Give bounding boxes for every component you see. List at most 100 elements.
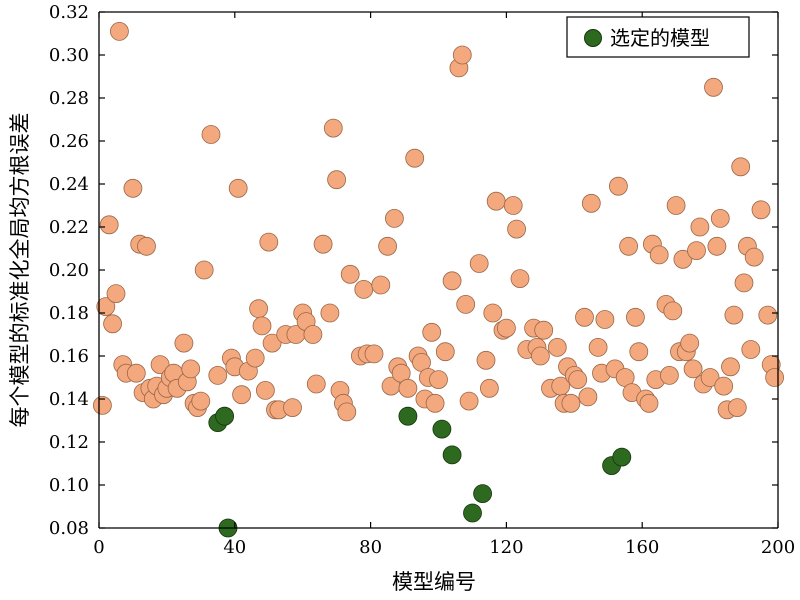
selected-point-1 — [215, 406, 235, 426]
model-point-70 — [405, 148, 425, 168]
model-point-54 — [327, 170, 347, 190]
model-point-100 — [547, 337, 567, 357]
model-point-133 — [683, 359, 703, 379]
y-tick-label-4: 0.16 — [49, 346, 89, 367]
y-tick-label-8: 0.24 — [49, 174, 89, 195]
model-point-128 — [666, 196, 686, 215]
model-point-147 — [734, 273, 754, 293]
model-point-4 — [106, 284, 126, 304]
y-tick-label-5: 0.18 — [49, 303, 89, 324]
y-axis-title: 每个模型的标准化全局均方根误差 — [8, 113, 32, 428]
model-point-52 — [320, 303, 340, 323]
model-point-144 — [724, 305, 744, 325]
model-point-81 — [452, 45, 472, 65]
selected-point-6 — [463, 503, 482, 523]
model-point-137 — [700, 368, 720, 387]
legend-marker-selected — [584, 29, 602, 47]
model-point-76 — [425, 393, 445, 413]
model-point-40 — [259, 232, 279, 252]
selected-point-4 — [432, 419, 452, 439]
model-point-108 — [578, 387, 598, 407]
model-point-104 — [561, 393, 581, 413]
model-point-2 — [99, 215, 119, 235]
model-point-150 — [744, 247, 764, 267]
model-point-33 — [228, 178, 248, 198]
model-point-141 — [714, 376, 734, 396]
model-point-79 — [442, 271, 462, 291]
model-point-149 — [741, 340, 761, 359]
legend-label-selected: 选定的模型 — [610, 26, 710, 50]
model-point-28 — [194, 260, 214, 280]
model-point-145 — [727, 398, 747, 418]
model-point-116 — [619, 236, 638, 256]
model-point-82 — [456, 294, 476, 314]
model-point-62 — [364, 344, 384, 364]
legend: 选定的模型 — [566, 16, 750, 58]
model-point-110 — [588, 337, 608, 357]
model-point-5 — [110, 21, 129, 41]
model-point-152 — [758, 305, 778, 325]
model-point-45 — [283, 398, 302, 418]
model-point-60 — [354, 279, 374, 299]
model-point-50 — [306, 374, 326, 394]
x-axis-title: 模型编号 — [392, 570, 476, 594]
model-point-109 — [581, 193, 601, 213]
model-point-9 — [126, 363, 146, 383]
model-point-86 — [479, 378, 499, 398]
model-point-140 — [710, 208, 730, 228]
model-point-132 — [680, 333, 700, 353]
y-tick-label-12: 0.32 — [49, 2, 89, 23]
model-point-53 — [323, 118, 343, 138]
model-point-83 — [459, 391, 479, 411]
x-tick-label-5: 200 — [761, 537, 795, 558]
x-tick-label-0: 0 — [93, 537, 104, 558]
model-point-38 — [252, 316, 272, 336]
model-point-64 — [378, 236, 398, 256]
x-tick-label-2: 80 — [359, 537, 382, 558]
model-point-107 — [575, 307, 594, 327]
model-point-8 — [123, 178, 143, 198]
y-tick-label-9: 0.26 — [49, 131, 89, 152]
selected-point-7 — [473, 484, 493, 504]
model-point-77 — [429, 370, 448, 390]
model-point-30 — [208, 365, 228, 385]
model-point-51 — [313, 234, 333, 254]
model-point-37 — [249, 299, 269, 319]
model-point-87 — [483, 303, 503, 323]
model-point-58 — [340, 264, 360, 284]
y-tick-label-0: 0.08 — [49, 518, 89, 539]
model-point-78 — [435, 342, 455, 362]
model-point-151 — [751, 200, 771, 220]
selected-point-5 — [442, 445, 462, 465]
model-point-75 — [422, 322, 442, 342]
selected-point-3 — [398, 406, 418, 426]
model-point-127 — [663, 301, 683, 321]
model-point-126 — [660, 365, 679, 385]
y-tick-label-3: 0.14 — [49, 389, 89, 410]
model-point-69 — [398, 378, 418, 398]
model-point-24 — [181, 359, 201, 379]
model-point-84 — [469, 254, 489, 273]
x-tick-label-3: 120 — [489, 537, 523, 558]
model-point-57 — [337, 402, 357, 422]
model-point-90 — [496, 318, 516, 338]
model-point-29 — [201, 125, 221, 144]
model-point-93 — [510, 269, 530, 289]
model-point-135 — [690, 217, 710, 237]
model-point-49 — [303, 325, 323, 344]
ticks-layer: 0 40 80 120 160 200 0.08 0.10 0.12 0.14 0.16 0.18 0.… — [49, 2, 795, 558]
y-tick-label-1: 0.10 — [49, 475, 89, 496]
selected-point-9 — [612, 447, 632, 467]
model-point-63 — [371, 275, 391, 295]
model-point-3 — [103, 314, 122, 334]
x-tick-label-1: 40 — [223, 537, 246, 558]
model-point-121 — [639, 393, 659, 413]
model-point-0 — [93, 395, 112, 415]
model-point-98 — [534, 320, 554, 340]
model-point-1 — [96, 297, 116, 317]
model-point-97 — [531, 346, 550, 366]
model-point-88 — [486, 191, 506, 211]
model-point-22 — [174, 333, 194, 353]
y-tick-label-7: 0.22 — [49, 217, 89, 238]
model-point-118 — [626, 307, 645, 327]
